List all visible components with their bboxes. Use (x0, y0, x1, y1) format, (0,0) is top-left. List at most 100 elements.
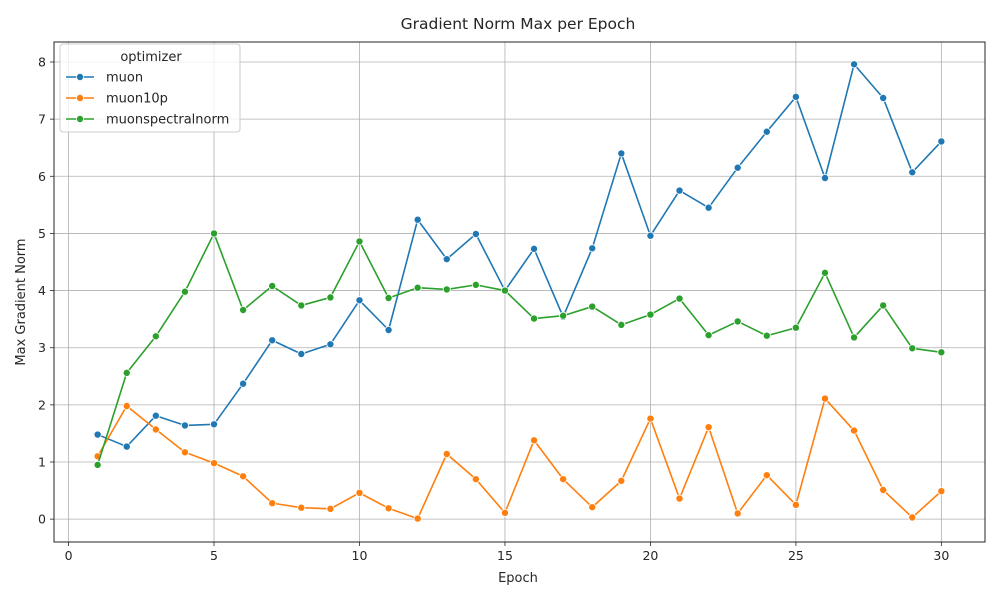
legend: optimizer muon muon10p muonspectralnorm (59, 43, 241, 133)
data-point-muonspectralnorm (762, 331, 771, 340)
data-point-muonspectralnorm (122, 368, 131, 377)
data-point-muon (617, 149, 626, 158)
data-point-muon (704, 203, 713, 212)
data-point-muon10p (210, 459, 219, 468)
legend-swatch-marker (76, 94, 85, 103)
data-point-muonspectralnorm (675, 294, 684, 303)
data-point-muon10p (908, 513, 917, 522)
data-point-muon10p (646, 414, 655, 423)
x-tick-label: 30 (933, 548, 949, 563)
legend-label: muon (106, 71, 143, 86)
legend-items: muon muon10p muonspectralnorm (66, 71, 229, 128)
data-point-muon (588, 244, 597, 253)
x-tick-label: 20 (642, 548, 658, 563)
data-point-muon (675, 186, 684, 195)
data-point-muon (879, 94, 888, 103)
legend-item-muon: muon (66, 71, 143, 86)
data-point-muon (239, 379, 248, 388)
data-point-muon10p (879, 485, 888, 494)
x-tick-label: 5 (210, 548, 218, 563)
data-point-muon10p (791, 500, 800, 509)
y-tick-label: 8 (38, 55, 46, 70)
data-point-muon (180, 421, 189, 430)
data-point-muon10p (180, 448, 189, 457)
data-point-muon (326, 340, 335, 349)
data-point-muon (937, 137, 946, 146)
legend-item-muonspectralnorm: muonspectralnorm (66, 113, 229, 128)
data-point-muonspectralnorm (413, 283, 422, 292)
plot-area-frame (53, 41, 986, 543)
data-point-muon10p (530, 436, 539, 445)
data-point-muonspectralnorm (646, 310, 655, 319)
data-point-muonspectralnorm (588, 302, 597, 311)
x-tick-label: 0 (65, 548, 73, 563)
data-point-muon (762, 127, 771, 136)
y-tick-label: 5 (38, 226, 46, 241)
data-point-muon (733, 163, 742, 172)
data-point-muonspectralnorm (704, 331, 713, 340)
data-point-muon10p (559, 475, 568, 484)
data-point-muonspectralnorm (151, 332, 160, 341)
data-point-muon10p (675, 494, 684, 503)
data-point-muonspectralnorm (559, 311, 568, 320)
series-line-muon10p (96, 397, 942, 520)
data-point-muon10p (239, 472, 248, 481)
data-point-muon10p (733, 509, 742, 518)
data-point-muonspectralnorm (500, 286, 509, 295)
series-line-muon (97, 63, 942, 448)
data-point-muonspectralnorm (791, 323, 800, 332)
data-point-muon10p (762, 471, 771, 480)
data-point-muon10p (850, 426, 859, 435)
y-tick-label: 6 (38, 169, 46, 184)
data-point-muonspectralnorm (93, 460, 102, 469)
legend-item-muon10p: muon10p (66, 92, 168, 107)
x-tick-label: 25 (788, 548, 804, 563)
data-point-muon (413, 215, 422, 224)
data-point-muon (268, 336, 277, 345)
data-point-muon (297, 349, 306, 358)
data-point-muonspectralnorm (268, 281, 277, 290)
axis-ticks: 0 5 10 15 20 25 30 0 1 2 3 4 5 6 7 8 (38, 55, 949, 564)
y-tick-label: 3 (38, 340, 46, 355)
data-point-muonspectralnorm (442, 285, 451, 294)
data-point-muon10p (413, 514, 422, 523)
y-tick-label: 7 (38, 112, 46, 127)
x-axis-label: Epoch (498, 571, 538, 586)
data-point-muon (384, 325, 393, 334)
data-point-muon (93, 430, 102, 439)
y-axis-label: Max Gradient Norm (14, 238, 29, 365)
data-point-muon10p (151, 425, 160, 434)
data-point-muon10p (297, 503, 306, 512)
data-point-muon10p (355, 488, 364, 497)
y-tick-label: 4 (38, 283, 46, 298)
data-point-muon10p (384, 504, 393, 513)
data-point-muon10p (122, 401, 131, 410)
y-tick-label: 0 (38, 512, 46, 527)
legend-title: optimizer (120, 50, 182, 65)
data-point-muonspectralnorm (850, 333, 859, 342)
legend-label: muon10p (106, 92, 168, 107)
data-point-muonspectralnorm (879, 301, 888, 310)
y-tick-label: 2 (38, 397, 46, 412)
legend-box (59, 43, 241, 133)
data-point-muonspectralnorm (384, 293, 393, 302)
chart-title: Gradient Norm Max per Epoch (401, 15, 636, 33)
data-point-muon10p (617, 476, 626, 485)
data-point-muonspectralnorm (297, 301, 306, 310)
data-point-muonspectralnorm (471, 280, 480, 289)
data-point-muonspectralnorm (908, 344, 917, 353)
series-group (93, 60, 946, 523)
data-point-muonspectralnorm (733, 317, 742, 326)
data-point-muon (471, 229, 480, 238)
data-point-muon (646, 231, 655, 240)
data-point-muon10p (268, 499, 277, 508)
y-tick-label: 1 (38, 455, 46, 470)
data-point-muonspectralnorm (530, 314, 539, 323)
data-point-muon (820, 173, 829, 182)
x-tick-label: 10 (352, 548, 368, 563)
data-point-muon (151, 411, 160, 420)
data-point-muon10p (500, 508, 509, 517)
data-point-muon (908, 168, 917, 177)
data-point-muon (122, 442, 131, 451)
